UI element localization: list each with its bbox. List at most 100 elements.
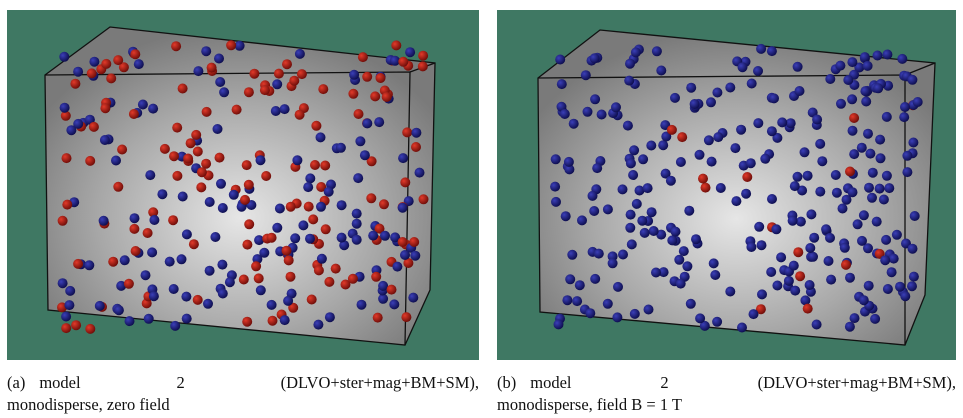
- particle: [242, 316, 253, 327]
- particle: [875, 134, 886, 145]
- particle: [216, 178, 226, 189]
- particle: [397, 202, 408, 213]
- particle: [143, 313, 154, 324]
- particle: [756, 240, 767, 251]
- particle: [386, 284, 397, 295]
- particle: [169, 151, 179, 162]
- particle: [88, 121, 99, 132]
- particle: [418, 50, 429, 61]
- particle: [168, 284, 179, 294]
- particle: [147, 247, 158, 258]
- particle: [129, 223, 140, 234]
- particle: [244, 219, 255, 230]
- particle: [267, 315, 278, 326]
- particle: [805, 243, 816, 253]
- particle: [757, 289, 767, 300]
- particle: [708, 258, 719, 269]
- particle: [797, 185, 808, 196]
- particle: [340, 279, 351, 290]
- particle: [626, 239, 637, 250]
- particle: [907, 281, 917, 292]
- particle: [882, 49, 893, 60]
- particle: [808, 251, 818, 262]
- particle: [767, 194, 777, 204]
- particle: [590, 273, 601, 284]
- particle: [137, 99, 148, 110]
- particle: [57, 215, 68, 226]
- particle: [351, 218, 362, 229]
- particle: [831, 187, 842, 198]
- particle: [815, 138, 826, 149]
- particle: [886, 267, 897, 278]
- particle: [89, 56, 100, 67]
- particle: [398, 56, 409, 67]
- particle: [863, 128, 873, 139]
- particle: [873, 83, 884, 94]
- particle: [172, 170, 183, 181]
- particle: [629, 308, 640, 319]
- particle: [133, 59, 144, 70]
- particle: [305, 173, 316, 184]
- particle: [589, 206, 600, 216]
- particle: [400, 250, 410, 260]
- particle: [862, 60, 873, 71]
- particle: [658, 140, 669, 151]
- particle: [249, 68, 260, 79]
- particle: [795, 271, 806, 282]
- particle: [313, 319, 324, 330]
- particle: [418, 194, 429, 205]
- particle: [677, 132, 688, 143]
- particle: [113, 55, 124, 66]
- particle: [792, 171, 803, 182]
- particle: [66, 125, 77, 136]
- particle: [754, 221, 765, 232]
- particle: [403, 258, 414, 268]
- particle: [60, 110, 71, 121]
- particle: [772, 280, 783, 291]
- particle: [835, 60, 846, 71]
- particle: [266, 232, 277, 243]
- particle: [253, 273, 264, 284]
- particle: [320, 160, 331, 171]
- particle: [830, 170, 841, 180]
- particle: [551, 196, 561, 207]
- particle: [224, 277, 235, 288]
- particle: [713, 132, 724, 143]
- particle: [217, 203, 228, 213]
- particle: [559, 109, 570, 119]
- particle: [411, 142, 421, 152]
- particle: [410, 250, 421, 261]
- particle: [188, 239, 199, 250]
- particle: [73, 258, 84, 269]
- particle: [656, 229, 667, 240]
- particle: [753, 66, 763, 76]
- particle: [766, 46, 777, 57]
- particle: [695, 313, 706, 324]
- particle: [667, 235, 678, 246]
- particle: [826, 274, 837, 285]
- particle: [698, 173, 708, 184]
- particle: [411, 127, 422, 138]
- particle: [148, 291, 159, 302]
- particle: [172, 122, 183, 133]
- particle: [123, 278, 134, 289]
- particle: [255, 155, 266, 166]
- particle: [567, 249, 578, 260]
- particle: [878, 194, 889, 205]
- particle: [118, 62, 129, 73]
- particle: [753, 118, 764, 129]
- particle: [320, 224, 331, 235]
- particle: [908, 137, 919, 148]
- particle: [128, 109, 139, 119]
- particle: [907, 243, 918, 254]
- particle: [631, 198, 642, 209]
- particle: [847, 187, 858, 198]
- particle: [243, 179, 254, 190]
- particle: [804, 280, 815, 290]
- caption: (a) model 2 (DLVO+ster+mag+BM+SM), monodi…: [7, 372, 479, 416]
- particle: [206, 62, 217, 73]
- particle: [414, 167, 425, 178]
- particle: [766, 267, 777, 277]
- particle: [217, 259, 228, 270]
- particle: [550, 181, 561, 192]
